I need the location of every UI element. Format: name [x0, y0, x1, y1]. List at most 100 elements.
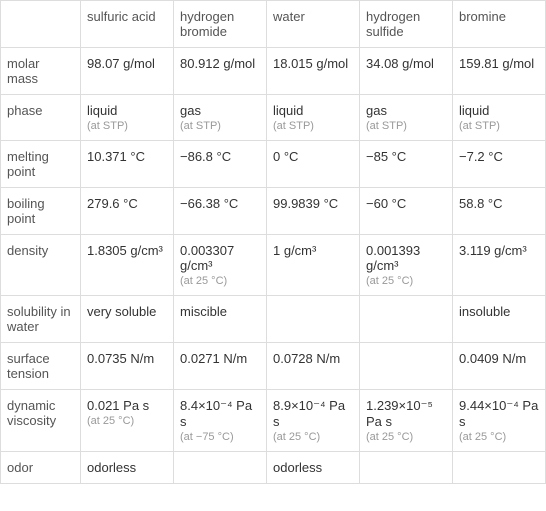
cell-value: 9.44×10⁻⁴ Pa s: [459, 398, 538, 429]
cell-value: 0 °C: [273, 149, 298, 164]
cell-value: 18.015 g/mol: [273, 56, 348, 71]
cell-value: −86.8 °C: [180, 149, 231, 164]
row-header: phase: [1, 95, 81, 141]
cell-value: −85 °C: [366, 149, 406, 164]
data-cell: [174, 452, 267, 484]
cell-value: 0.0409 N/m: [459, 351, 526, 366]
cell-value: insoluble: [459, 304, 510, 319]
cell-value: 0.0728 N/m: [273, 351, 340, 366]
row-header: boiling point: [1, 188, 81, 235]
table-row: phaseliquid(at STP)gas(at STP)liquid(at …: [1, 95, 546, 141]
data-cell: 279.6 °C: [81, 188, 174, 235]
data-cell: −85 °C: [360, 141, 453, 188]
cell-value: 0.0735 N/m: [87, 351, 154, 366]
header-row: sulfuric acid hydrogen bromide water hyd…: [1, 1, 546, 48]
data-cell: [453, 452, 546, 484]
column-header: hydrogen bromide: [174, 1, 267, 48]
table-row: boiling point 279.6 °C −66.38 °C 99.9839 °C…: [1, 188, 546, 235]
cell-value: 0.0271 N/m: [180, 351, 247, 366]
data-cell: 1 g/cm³: [267, 235, 360, 296]
data-cell: liquid (at STP): [267, 95, 360, 141]
data-cell: [360, 452, 453, 484]
data-cell: 0 °C: [267, 141, 360, 188]
cell-value: 8.4×10⁻⁴ Pa s: [180, 398, 252, 429]
data-cell: −7.2 °C: [453, 141, 546, 188]
properties-table: sulfuric acid hydrogen bromide water hyd…: [0, 0, 546, 484]
data-cell: 9.44×10⁻⁴ Pa s (at 25 °C): [453, 390, 546, 452]
row-header: dynamic viscosity: [1, 390, 81, 452]
data-cell: odorless: [267, 452, 360, 484]
data-cell: liquid (at STP): [81, 95, 174, 141]
data-cell: 0.003307 g/cm³(at 25 °C): [174, 235, 267, 296]
column-header: water: [267, 1, 360, 48]
cell-condition: (at STP): [87, 120, 167, 132]
cell-value: 8.9×10⁻⁴ Pa s: [273, 398, 345, 429]
cell-value: gas: [180, 103, 201, 118]
data-cell: 0.001393 g/cm³(at 25 °C): [360, 235, 453, 296]
data-cell: 1.239×10⁻⁵ Pa s(at 25 °C): [360, 390, 453, 452]
cell-condition: (at STP): [459, 120, 539, 132]
row-header: molar mass: [1, 48, 81, 95]
data-cell: 34.08 g/mol: [360, 48, 453, 95]
cell-condition: (at STP): [273, 120, 353, 132]
column-header: bromine: [453, 1, 546, 48]
data-cell: insoluble: [453, 296, 546, 343]
cell-condition: (at 25 °C): [459, 431, 539, 443]
cell-condition: (at STP): [180, 120, 260, 132]
cell-value: liquid: [87, 103, 117, 118]
data-cell: miscible: [174, 296, 267, 343]
data-cell: [360, 296, 453, 343]
cell-value: odorless: [273, 460, 322, 475]
data-cell: 0.0409 N/m: [453, 343, 546, 390]
data-cell: −60 °C: [360, 188, 453, 235]
data-cell: 99.9839 °C: [267, 188, 360, 235]
cell-value: 1 g/cm³: [273, 243, 316, 258]
data-cell: 3.119 g/cm³: [453, 235, 546, 296]
cell-value: 34.08 g/mol: [366, 56, 434, 71]
data-cell: very soluble: [81, 296, 174, 343]
cell-value: 0.003307 g/cm³: [180, 243, 234, 273]
cell-value: odorless: [87, 460, 136, 475]
data-cell: −86.8 °C: [174, 141, 267, 188]
data-cell: gas (at STP): [174, 95, 267, 141]
column-header: hydrogen sulfide: [360, 1, 453, 48]
data-cell: 0.0735 N/m: [81, 343, 174, 390]
table-row: molar mass98.07 g/mol80.912 g/mol18.015 …: [1, 48, 546, 95]
cell-value: miscible: [180, 304, 227, 319]
data-cell: 10.371 °C: [81, 141, 174, 188]
row-header: density: [1, 235, 81, 296]
data-cell: 80.912 g/mol: [174, 48, 267, 95]
data-cell: 0.0271 N/m: [174, 343, 267, 390]
cell-value: 0.001393 g/cm³: [366, 243, 420, 273]
cell-condition: (at −75 °C): [180, 431, 260, 443]
cell-value: 10.371 °C: [87, 149, 145, 164]
table-row: surface tension 0.0735 N/m 0.0271 N/m 0.072…: [1, 343, 546, 390]
table-row: melting point 10.371 °C −86.8 °C 0 °C −85 °C…: [1, 141, 546, 188]
data-cell: gas(at STP): [360, 95, 453, 141]
cell-condition: (at STP): [366, 120, 446, 132]
row-header: odor: [1, 452, 81, 484]
cell-value: 279.6 °C: [87, 196, 138, 211]
row-header: melting point: [1, 141, 81, 188]
cell-condition: (at 25 °C): [87, 415, 167, 427]
cell-value: 0.021 Pa s: [87, 398, 149, 413]
corner-cell: [1, 1, 81, 48]
column-header: sulfuric acid: [81, 1, 174, 48]
table-row: solubility in watervery soluble miscible i…: [1, 296, 546, 343]
cell-value: −7.2 °C: [459, 149, 503, 164]
cell-value: 1.239×10⁻⁵ Pa s: [366, 398, 433, 429]
cell-value: 3.119 g/cm³: [459, 243, 527, 258]
cell-value: 80.912 g/mol: [180, 56, 255, 71]
cell-value: 99.9839 °C: [273, 196, 338, 211]
data-cell: 0.0728 N/m: [267, 343, 360, 390]
table-row: dynamic viscosity 0.021 Pa s (at 25 °C) 8.4…: [1, 390, 546, 452]
row-header: surface tension: [1, 343, 81, 390]
table-row: odor odorless odorless: [1, 452, 546, 484]
cell-value: 159.81 g/mol: [459, 56, 534, 71]
cell-value: liquid: [273, 103, 303, 118]
row-header: solubility in water: [1, 296, 81, 343]
data-cell: −66.38 °C: [174, 188, 267, 235]
data-cell: 18.015 g/mol: [267, 48, 360, 95]
cell-condition: (at 25 °C): [273, 431, 353, 443]
data-cell: 58.8 °C: [453, 188, 546, 235]
